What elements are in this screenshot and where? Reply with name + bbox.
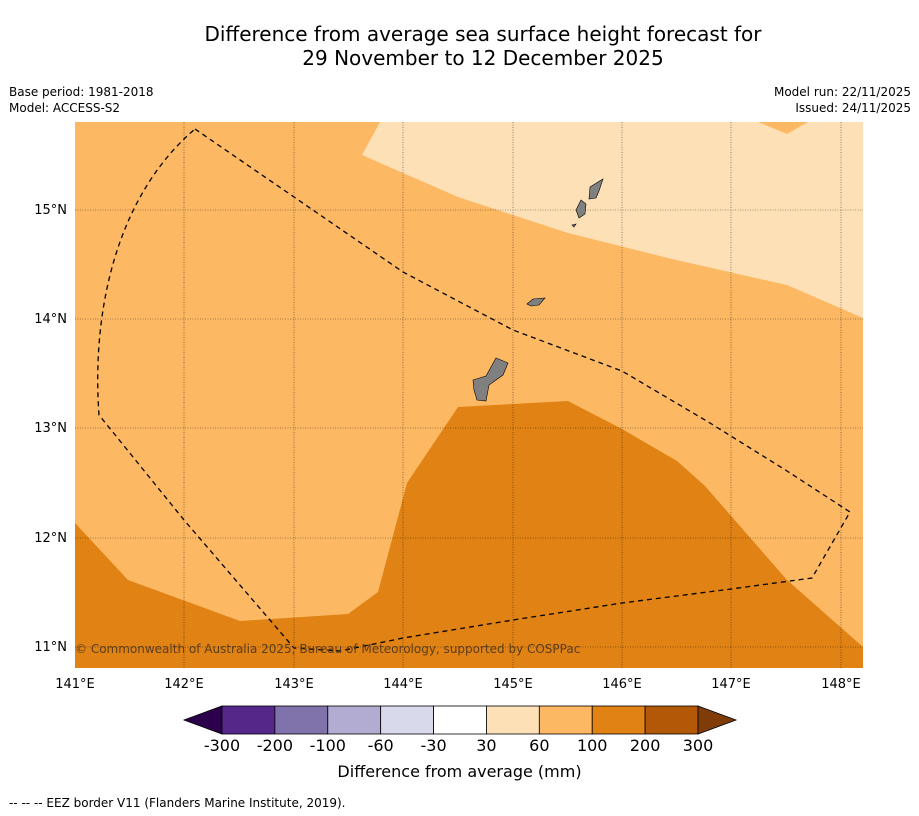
island-aguijan (571, 223, 577, 228)
colorbar-tick-label: 100 (577, 736, 608, 755)
graticule (75, 122, 863, 668)
chart-title: Difference from average sea surface heig… (0, 22, 919, 70)
colorbar-tick-label: 200 (630, 736, 661, 755)
colorbar-bin (644, 705, 699, 735)
lat-label-11: 11°N (34, 640, 67, 655)
colorbar-bin (591, 705, 646, 735)
island-saipan (588, 178, 604, 200)
meta-right: Model run: 22/11/2025 Issued: 24/11/2025 (774, 84, 911, 116)
colorbar-tick-label: -300 (204, 736, 240, 755)
island-tinian (575, 199, 587, 219)
eez-legend: -- -- -- EEZ border V11 (Flanders Marine… (9, 796, 346, 810)
lon-label-142: 142°E (164, 677, 204, 692)
lat-labels: 15°N 14°N 13°N 12°N 11°N (34, 203, 67, 655)
title-line-2: 29 November to 12 December 2025 (302, 46, 664, 70)
lat-label-15: 15°N (34, 203, 67, 218)
lon-label-147: 147°E (711, 677, 751, 692)
eez-border (97, 128, 851, 652)
colorbar-tick-label: 60 (529, 736, 549, 755)
colorbar-tick-label: -100 (310, 736, 346, 755)
colorbar-extend-above (697, 705, 738, 735)
lon-label-144: 144°E (383, 677, 423, 692)
lat-label-13: 13°N (34, 421, 67, 436)
colorbar-extend-below (182, 705, 223, 735)
colorbar: -300 -200 -100 -60 -30 30 60 100 200 300 (182, 705, 738, 755)
colorbar-bin (486, 705, 540, 735)
colorbar-tick-label: -200 (257, 736, 293, 755)
copyright-text: © Commonwealth of Australia 2025, Bureau… (75, 642, 580, 656)
colorbar-bin (538, 705, 593, 735)
colorbar-tick-label: -60 (368, 736, 394, 755)
land-masses (472, 178, 604, 402)
map-area: © Commonwealth of Australia 2025, Bureau… (75, 122, 863, 668)
lon-label-148: 148°E (821, 677, 861, 692)
lon-label-145: 145°E (493, 677, 533, 692)
colorbar-ticks: -300 -200 -100 -60 -30 30 60 100 200 300 (204, 736, 713, 755)
island-guam (472, 357, 509, 402)
colorbar-bin (221, 705, 276, 735)
colorbar-tick-label: 30 (476, 736, 496, 755)
lon-label-146: 146°E (602, 677, 642, 692)
lon-label-143: 143°E (274, 677, 314, 692)
meta-left: Base period: 1981-2018 Model: ACCESS-S2 (9, 84, 154, 116)
issued-date: Issued: 24/11/2025 (795, 101, 911, 115)
lat-label-12: 12°N (34, 531, 67, 546)
colorbar-label: Difference from average (mm) (337, 762, 582, 781)
lon-label-141: 141°E (55, 677, 95, 692)
lat-label-14: 14°N (34, 312, 67, 327)
colorbar-tick-label: 300 (683, 736, 714, 755)
island-rota (526, 297, 546, 307)
colorbar-bin (327, 705, 382, 735)
title-line-1: Difference from average sea surface heig… (204, 22, 762, 46)
map-figure: © Commonwealth of Australia 2025, Bureau… (34, 122, 863, 755)
colorbar-bin (380, 705, 434, 735)
colorbar-bin (274, 705, 329, 735)
model-name: Model: ACCESS-S2 (9, 101, 121, 115)
colorbar-bins (221, 705, 699, 735)
region-30-60 (362, 122, 863, 318)
colorbar-tick-label: -30 (420, 736, 446, 755)
lon-labels: 141°E 142°E 143°E 144°E 145°E 146°E 147°… (55, 677, 861, 692)
region-100-200 (75, 401, 863, 668)
model-run: Model run: 22/11/2025 (773, 85, 911, 99)
base-period: Base period: 1981-2018 (9, 85, 154, 99)
colorbar-bin (433, 705, 487, 735)
